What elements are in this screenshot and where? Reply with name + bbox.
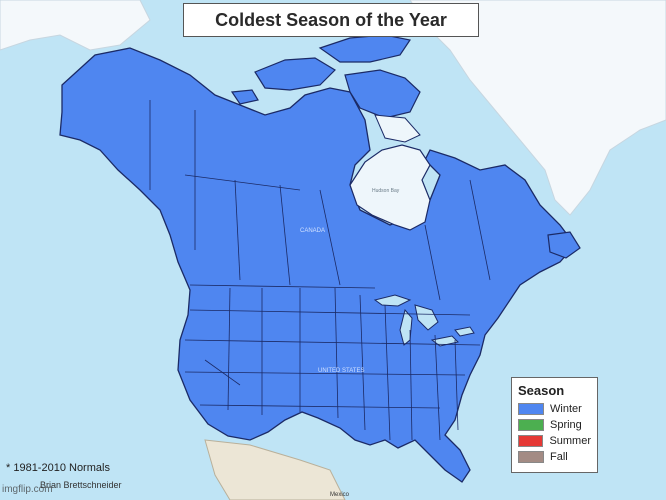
boundaries [149, 100, 491, 441]
map-title-text: Coldest Season of the Year [215, 9, 447, 30]
hudson-label: Hudson Bay [372, 188, 400, 194]
legend-swatch-winter [518, 403, 544, 415]
mexico-label: Mexico [330, 492, 350, 498]
footnote: * 1981-2010 Normals [6, 462, 110, 474]
credit: Brian Brettschneider [40, 480, 122, 490]
map-title: Coldest Season of the Year [183, 3, 479, 37]
arctic-islands-4 [230, 89, 259, 105]
legend-label-fall: Fall [550, 451, 568, 463]
arctic-ice-west [0, 0, 151, 51]
legend-title: Season [518, 383, 565, 398]
greenland [409, 0, 666, 216]
legend-swatch-summer [518, 435, 544, 447]
usa-label: UNITED STATES [318, 368, 364, 374]
hudson-bay [349, 144, 431, 231]
legend: Season Winter Spring Summer Fall [511, 377, 598, 473]
arctic-islands-1 [254, 57, 336, 91]
legend-item-spring: Spring [518, 417, 591, 433]
great-lakes [373, 294, 475, 347]
legend-swatch-fall [518, 451, 544, 463]
arctic-islands-2 [318, 34, 411, 63]
continent-winter [59, 47, 576, 483]
mexico-land [204, 439, 346, 500]
newfoundland [547, 231, 581, 259]
legend-item-winter: Winter [518, 401, 591, 417]
legend-swatch-spring [518, 419, 544, 431]
legend-item-fall: Fall [518, 449, 591, 465]
hudson-strait-ice [374, 114, 421, 143]
arctic-islands-3 [344, 69, 421, 119]
legend-label-winter: Winter [550, 403, 582, 415]
legend-item-summer: Summer [518, 433, 591, 449]
watermark: imgflip.com [2, 484, 53, 495]
legend-label-spring: Spring [550, 419, 582, 431]
canada-label: CANADA [300, 228, 325, 234]
legend-label-summer: Summer [549, 435, 591, 447]
